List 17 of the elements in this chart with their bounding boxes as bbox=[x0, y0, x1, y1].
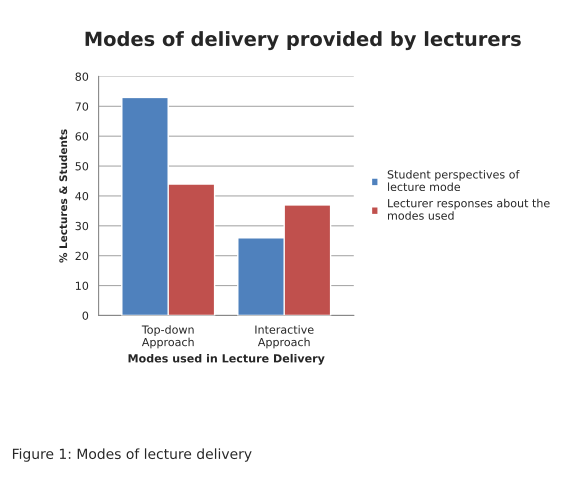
y-tick-label: 80 bbox=[75, 72, 88, 81]
y-axis-title: % Lectures & Students bbox=[59, 129, 68, 263]
y-tick-label: 30 bbox=[76, 222, 88, 230]
y-tick-label: 70 bbox=[76, 102, 88, 111]
y-tick-label: 10 bbox=[76, 282, 88, 290]
x-tick-label: Interactive Approach bbox=[255, 325, 314, 348]
legend-label: Student perspectives of lecture mode bbox=[388, 170, 520, 192]
caption: Figure 1: Modes of lecture delivery bbox=[12, 448, 252, 462]
y-tick-label: 60 bbox=[76, 132, 88, 141]
chart-title: Modes of delivery provided by lecturers bbox=[86, 31, 521, 50]
y-tick-label: 20 bbox=[76, 252, 88, 260]
y-tick-label: 0 bbox=[82, 311, 88, 320]
y-tick-label: 50 bbox=[76, 162, 88, 170]
x-axis-title: Modes used in Lecture Delivery bbox=[128, 354, 325, 365]
y-tick-label: 40 bbox=[75, 192, 88, 200]
legend-label: Lecturer responses about the modes used bbox=[388, 198, 550, 220]
x-tick-label: Top-down Approach bbox=[142, 325, 194, 348]
